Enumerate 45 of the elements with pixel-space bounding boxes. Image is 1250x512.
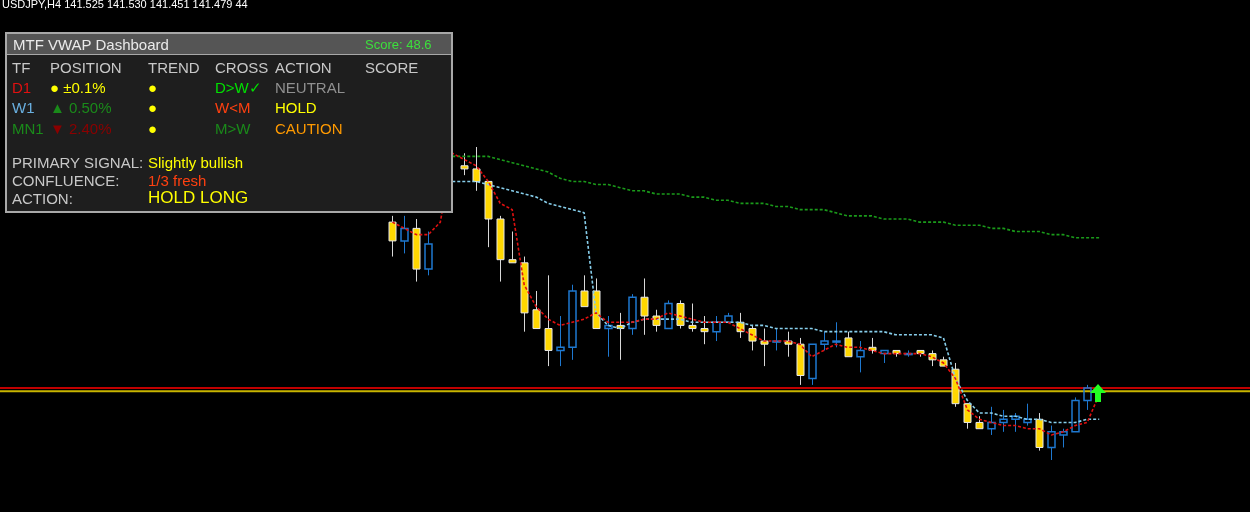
candlestick	[808, 343, 817, 386]
candlestick	[999, 409, 1008, 433]
text: MN1	[12, 120, 44, 138]
text: ●	[148, 79, 158, 97]
text: D>W✓	[215, 79, 262, 97]
text: SCORE	[365, 59, 419, 77]
text: ●	[148, 120, 158, 138]
text: CROSS	[215, 59, 269, 77]
text: NEUTRAL	[275, 79, 346, 97]
chart-title: USDJPY,H4 141.525 141.530 141.451 141.479 44	[2, 0, 248, 10]
text: ● ±0.1%	[50, 79, 106, 97]
candlestick	[1023, 403, 1032, 427]
candlestick	[880, 349, 889, 364]
candlestick	[856, 340, 865, 373]
text: HOLD	[275, 99, 317, 117]
candlestick	[664, 299, 673, 330]
candlestick	[987, 406, 996, 436]
annotation: PRIMARY SIGNAL:	[12, 154, 144, 172]
text: W1	[12, 99, 35, 117]
annotation: Slightly bullish	[148, 154, 244, 172]
text: M>W	[215, 120, 251, 138]
text: CAUTION	[275, 120, 343, 138]
text: ▼ 2.40%	[50, 120, 112, 138]
text: TREND	[148, 59, 200, 77]
text: POSITION	[50, 59, 122, 77]
text: ▲ 0.50%	[50, 99, 112, 117]
text: D1	[12, 79, 32, 97]
text: ●	[148, 99, 158, 117]
candlestick	[1047, 425, 1056, 461]
candlestick	[604, 315, 613, 358]
text: MTF VWAP Dashboard	[13, 36, 169, 54]
candlestick	[556, 315, 565, 367]
annotation: HOLD LONG	[148, 188, 249, 207]
annotation: 1/3 fresh	[148, 172, 207, 190]
candlestick	[568, 284, 577, 361]
candlestick	[1071, 396, 1080, 433]
candlestick	[424, 231, 433, 276]
text: TF	[12, 59, 31, 77]
text: ACTION	[275, 59, 332, 77]
text: Score: 48.6	[365, 36, 432, 54]
annotation: ACTION:	[12, 190, 73, 208]
candlestick	[832, 321, 841, 348]
annotation: CONFLUENCE:	[12, 172, 120, 190]
text: W<M	[215, 99, 251, 117]
candlestick	[400, 215, 409, 254]
